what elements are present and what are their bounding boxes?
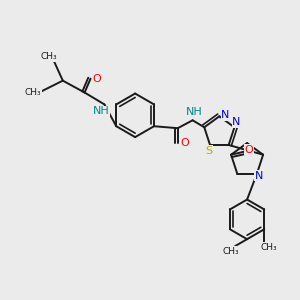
- Text: O: O: [180, 138, 189, 148]
- Text: S: S: [206, 146, 213, 156]
- Text: CH₃: CH₃: [40, 52, 57, 62]
- Text: N: N: [255, 170, 263, 181]
- Text: O: O: [244, 145, 253, 155]
- Text: CH₃: CH₃: [261, 243, 278, 252]
- Text: NH: NH: [93, 106, 110, 116]
- Text: CH₃: CH₃: [223, 247, 239, 256]
- Text: N: N: [221, 110, 230, 120]
- Text: O: O: [92, 74, 101, 84]
- Text: CH₃: CH₃: [25, 88, 41, 97]
- Text: NH: NH: [186, 107, 203, 117]
- Text: N: N: [232, 117, 241, 127]
